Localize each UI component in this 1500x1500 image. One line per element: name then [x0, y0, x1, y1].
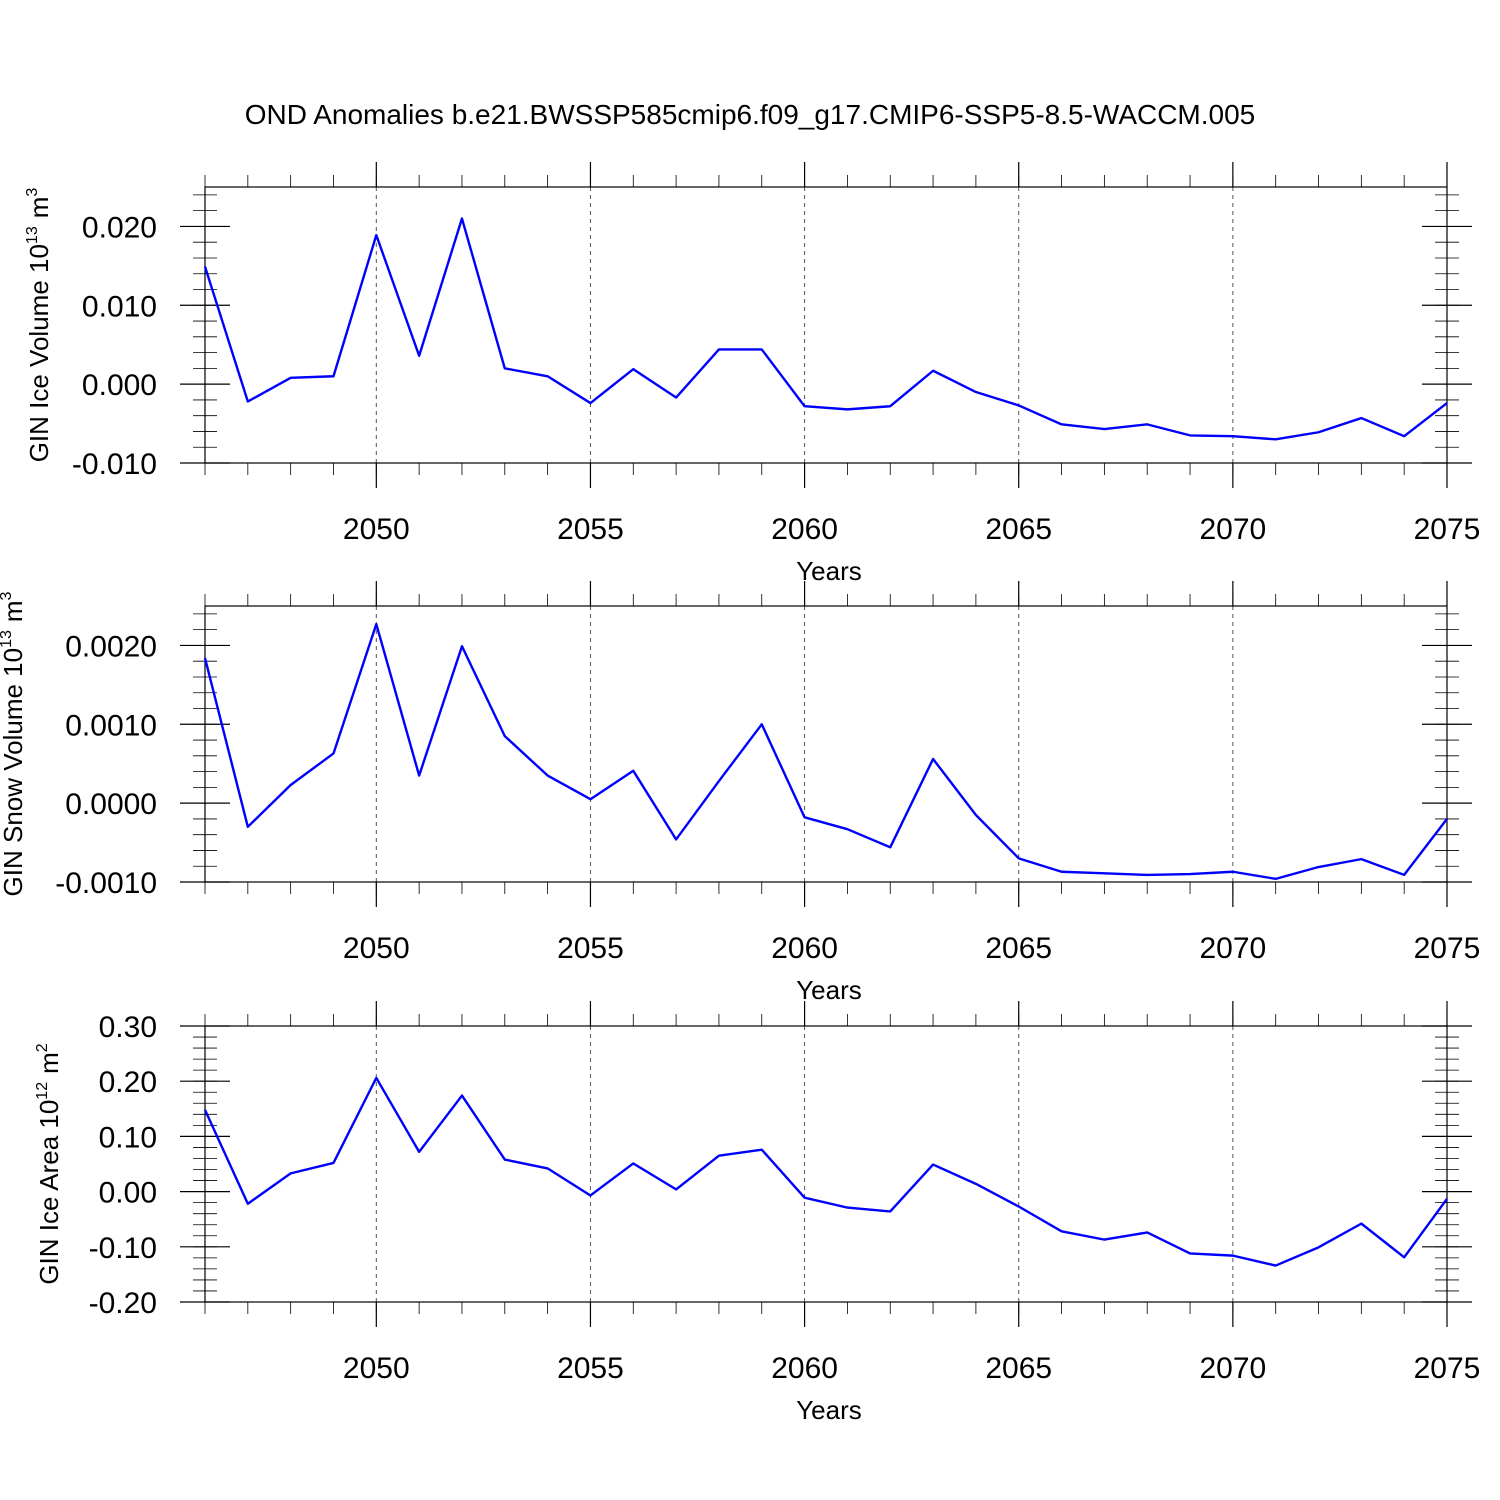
y-axis-label-exponent: 12 [34, 1082, 51, 1100]
y-tick-label: 0.00 [99, 1177, 157, 1210]
y-tick-label: 0.10 [99, 1121, 157, 1154]
x-tick-label: 2070 [1199, 1352, 1266, 1385]
x-tick-label: 2075 [1414, 932, 1481, 965]
x-tick-label: 2060 [771, 513, 838, 546]
y-axis-label: GIN Snow Volume 1013 m3 [0, 591, 28, 896]
y-axis-label-unit-exponent: 3 [24, 188, 41, 197]
y-tick-label: -0.10 [89, 1232, 157, 1265]
y-tick-label: 0.0000 [65, 788, 157, 821]
data-line [203, 1076, 1448, 1267]
x-tick-label: 2075 [1414, 1352, 1481, 1385]
y-axis-label-text: GIN Ice Area 10 [34, 1100, 64, 1285]
y-tick-label: -0.0010 [55, 867, 157, 900]
data-line [203, 217, 1448, 441]
y-tick-label: -0.20 [89, 1287, 157, 1320]
x-tick-label: 2055 [557, 1352, 624, 1385]
x-tick-label: 2055 [557, 513, 624, 546]
x-tick-label: 2055 [557, 932, 624, 965]
y-axis-label-unit-exponent: 2 [34, 1043, 51, 1052]
y-tick-label: -0.010 [72, 448, 157, 481]
y-axis-label-text: GIN Snow Volume 10 [0, 648, 28, 897]
y-tick-label: 0.0020 [65, 630, 157, 663]
data-line [203, 622, 1448, 881]
x-axis-label: Years [796, 556, 862, 586]
y-axis-label-unit-exponent: 3 [0, 591, 15, 600]
x-tick-label: 2065 [985, 513, 1052, 546]
plot-frame [204, 605, 1448, 883]
x-tick-label: 2070 [1199, 513, 1266, 546]
x-tick-label: 2070 [1199, 932, 1266, 965]
y-axis-label-text: GIN Ice Volume 10 [24, 244, 54, 462]
y-tick-label: 0.0010 [65, 709, 157, 742]
y-axis-label-exponent: 13 [0, 630, 15, 648]
plot-frame [204, 186, 1448, 464]
chart-title: OND Anomalies b.e21.BWSSP585cmip6.f09_g1… [245, 99, 1256, 130]
y-axis-label-unit: m [24, 197, 54, 219]
y-tick-label: 0.30 [99, 1011, 157, 1044]
y-axis-label: GIN Ice Volume 1013 m3 [24, 188, 54, 463]
y-tick-label: 0.020 [82, 211, 157, 244]
x-tick-label: 2065 [985, 1352, 1052, 1385]
y-tick-label: 0.20 [99, 1066, 157, 1099]
y-tick-label: 0.010 [82, 290, 157, 323]
plot-frame [204, 1025, 1448, 1303]
x-tick-label: 2065 [985, 932, 1052, 965]
y-axis-label-unit: m [0, 600, 28, 622]
y-axis-label-unit: m [34, 1052, 64, 1074]
x-axis-label: Years [796, 1395, 862, 1425]
y-axis-label: GIN Ice Area 1012 m2 [34, 1043, 64, 1284]
x-tick-label: 2060 [771, 1352, 838, 1385]
x-tick-label: 2060 [771, 932, 838, 965]
x-axis-label: Years [796, 975, 862, 1005]
x-tick-label: 2075 [1414, 513, 1481, 546]
x-tick-label: 2050 [343, 1352, 410, 1385]
y-tick-label: 0.000 [82, 369, 157, 402]
x-tick-label: 2050 [343, 932, 410, 965]
x-tick-label: 2050 [343, 513, 410, 546]
y-axis-label-exponent: 13 [24, 226, 41, 244]
